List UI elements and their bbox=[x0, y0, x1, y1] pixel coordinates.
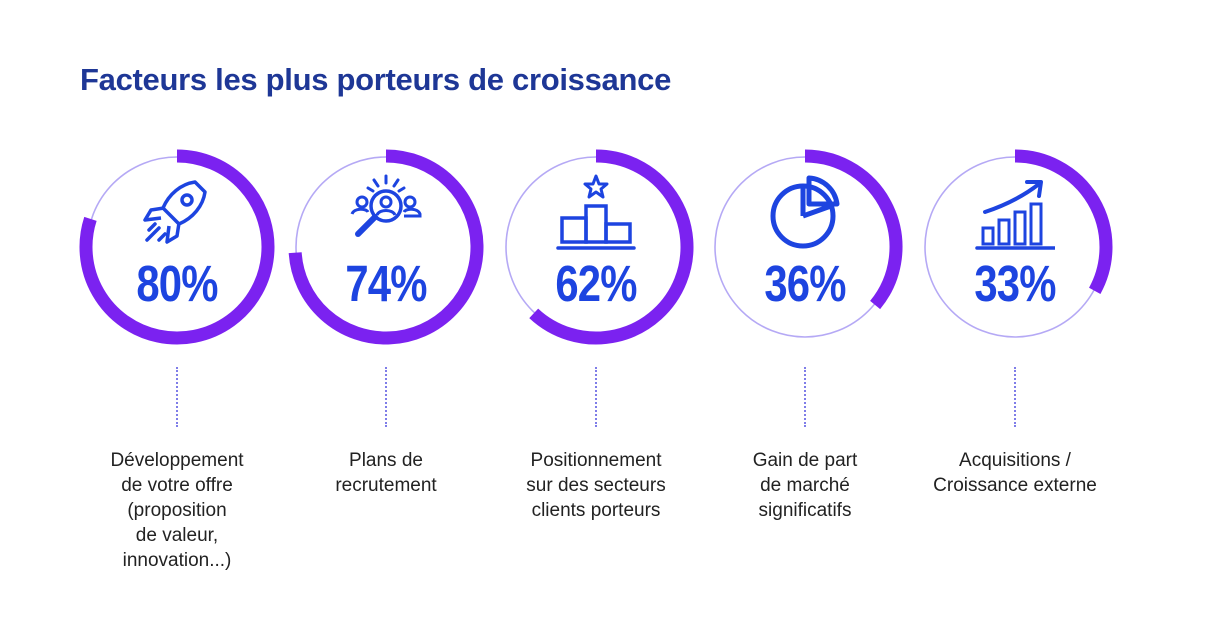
dotted-connector bbox=[385, 367, 387, 427]
gauge-value-arc bbox=[804, 149, 903, 310]
category-label: Développement de votre offre (proposition d… bbox=[110, 450, 244, 571]
gauge-value-label: 80% bbox=[136, 255, 218, 312]
gauge-ring bbox=[79, 149, 275, 345]
podium-star-icon bbox=[556, 174, 636, 250]
dotted-connector bbox=[176, 367, 178, 427]
chart-title: Facteurs les plus porteurs de croissance bbox=[80, 62, 672, 97]
growth-chart-icon bbox=[975, 180, 1055, 250]
gauge-ring bbox=[924, 149, 1113, 338]
category-label: Gain de part de marché significatifs bbox=[752, 450, 858, 521]
gauge-ring bbox=[288, 149, 484, 345]
dotted-connector bbox=[595, 367, 597, 427]
category-label: Positionnement sur des secteurs clients po… bbox=[526, 450, 666, 521]
gauge-value-arc bbox=[529, 149, 694, 345]
gauge-value-label: 36% bbox=[764, 255, 846, 312]
gauge-value-arc bbox=[288, 149, 484, 345]
gauge-value-label: 74% bbox=[345, 255, 427, 312]
rocket-icon bbox=[143, 180, 207, 244]
recruitment-search-icon bbox=[350, 174, 422, 237]
category-label: Plans de recrutement bbox=[335, 450, 437, 496]
category-label: Acquisitions / Croissance externe bbox=[933, 450, 1097, 496]
gauge-value-label: 33% bbox=[974, 255, 1056, 312]
gauge-value-arc bbox=[79, 149, 275, 345]
gauge-value-arc bbox=[1014, 149, 1113, 294]
gauge-value-label: 62% bbox=[555, 255, 637, 312]
dotted-connector bbox=[804, 367, 806, 427]
gauge-ring bbox=[505, 149, 694, 345]
pie-chart-icon bbox=[770, 175, 840, 249]
dotted-connector bbox=[1014, 367, 1016, 427]
gauge-ring bbox=[714, 149, 903, 338]
